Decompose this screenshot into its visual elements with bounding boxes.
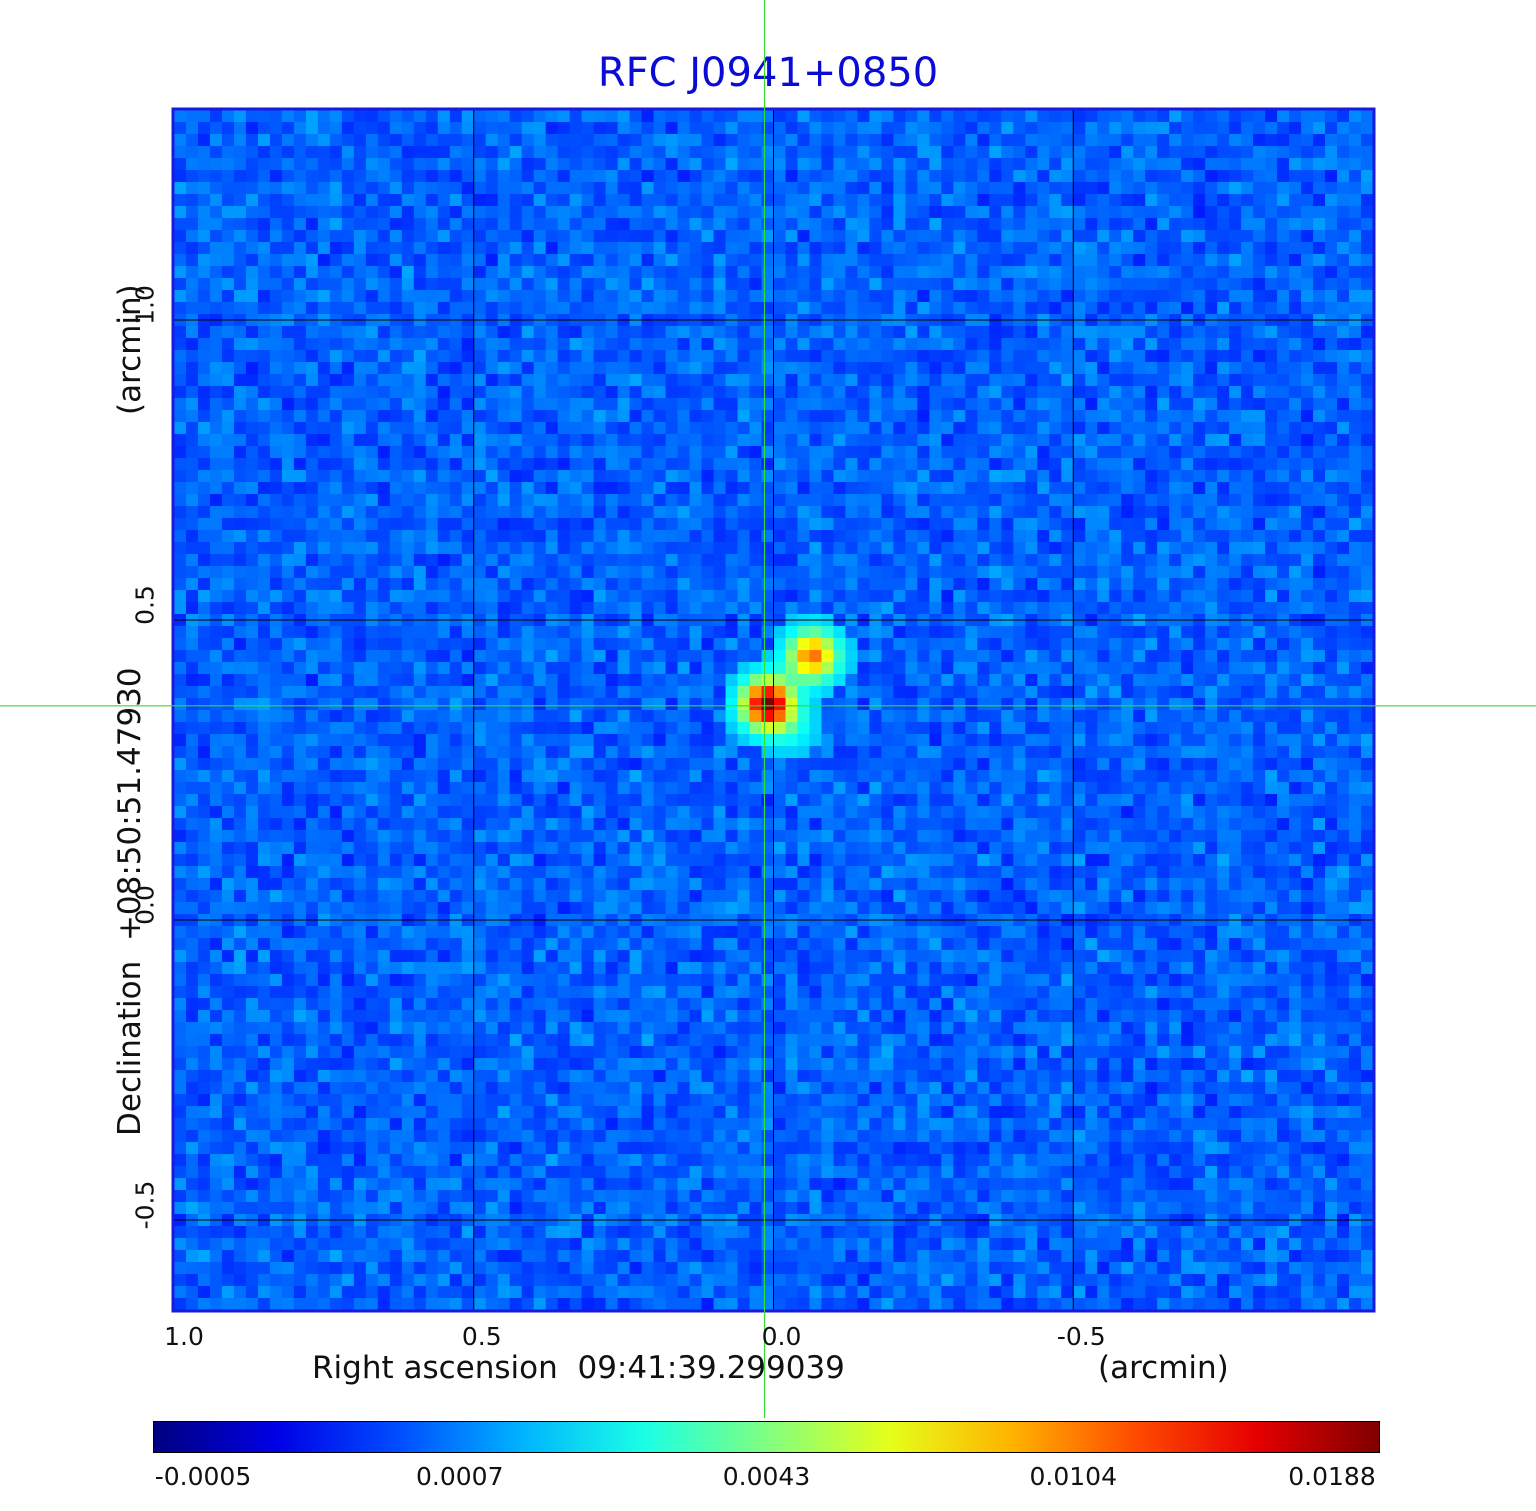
x-tick-label: 1.0 [164,1322,204,1351]
x-tick-label: 0.5 [461,1322,502,1351]
y-axis-label: Declination +08:50:51.47930 [112,667,148,1136]
colorbar-tick-label: 0.0188 [1288,1462,1376,1491]
x-axis-unit: (arcmin) [1098,1350,1229,1386]
colorbar-tick-label: -0.0005 [154,1462,252,1491]
y-tick-label: -0.5 [130,1180,160,1230]
crosshair [0,0,1536,1418]
colorbar-tick-label: 0.0104 [1029,1462,1117,1491]
x-tick-label: 0.0 [761,1322,802,1351]
coordinate-grid [174,110,1373,1310]
x-axis-label: Right ascension 09:41:39.299039 [312,1350,845,1386]
plot-frame [171,107,1376,1313]
colorbar-tick-label: 0.0043 [722,1462,811,1491]
colorbar-tick-label: 0.0007 [416,1462,504,1491]
x-tick-label: -0.5 [1056,1322,1106,1351]
colorbar [153,1421,1380,1453]
y-axis-unit: (arcmin) [112,284,148,415]
y-tick-label: 0.5 [130,585,160,625]
chart-title: RFC J0941+0850 [597,50,939,96]
image-pixels [174,110,1374,1311]
